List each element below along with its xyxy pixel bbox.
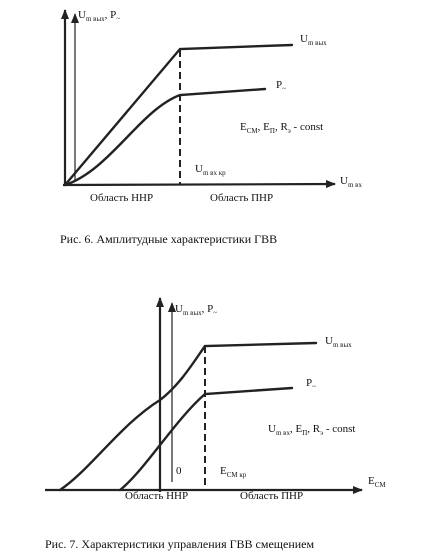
label-subscript: m вх	[348, 181, 363, 189]
threshold-label: Um вх кр	[195, 163, 226, 177]
label-text: E	[368, 475, 375, 487]
label-subscript: ~	[116, 15, 120, 23]
label-subscript: СМ	[375, 481, 387, 489]
region: Область ПНР	[210, 192, 273, 204]
label-text: U	[325, 335, 333, 347]
label-subscript: m вых	[183, 309, 202, 317]
label-text: P	[276, 79, 282, 91]
label-text: U	[78, 9, 86, 21]
label-text: - const	[323, 423, 355, 435]
label-subscript: э	[320, 429, 323, 437]
region: Область ННР	[125, 490, 188, 502]
curve-label: Um вых	[325, 335, 352, 349]
curve-u-out	[63, 43, 294, 187]
label-text: , P	[105, 9, 117, 21]
origin-label: 0	[176, 465, 182, 477]
threshold-label: EСМ кр	[220, 465, 247, 479]
label-text: E	[220, 465, 227, 477]
label-subscript: П	[302, 429, 307, 437]
label-text: E	[240, 121, 247, 133]
label-subscript: m вых	[308, 39, 327, 47]
label-text: U	[268, 423, 276, 435]
label-text: , P	[202, 303, 214, 315]
label-subscript: ~	[282, 85, 286, 93]
curve-p	[118, 386, 294, 492]
label-subscript: ~	[312, 383, 316, 391]
curve-label: Um вых	[300, 33, 327, 47]
label-text: , R	[275, 121, 289, 133]
condition: EСМ, EП, Rэ - const	[240, 121, 323, 135]
label-subscript: m вх	[276, 429, 291, 437]
curve-label: P~	[276, 79, 286, 93]
x-axis-label: EСМ	[368, 475, 386, 489]
label-text: - const	[291, 121, 323, 133]
label-text: , R	[307, 423, 321, 435]
label-subscript: П	[270, 127, 275, 135]
region: Область ННР	[90, 192, 153, 204]
label-text: U	[175, 303, 183, 315]
condition: Um вх, EП, Rэ - const	[268, 423, 356, 437]
figure-6: Um вых, P~ Um вых P~ EСМ, EП, Rэ - const…	[60, 9, 362, 246]
label-text: U	[195, 163, 203, 175]
figure-7: Um вых, P~ Um вых P~ Um вх, EП, Rэ - con…	[45, 297, 386, 551]
label-text: , E	[258, 121, 271, 133]
curve-label: P~	[306, 377, 316, 391]
caption: Рис. 7. Характеристики управления ГВВ см…	[45, 537, 315, 551]
label-text: U	[340, 175, 348, 187]
label-subscript: m вых	[86, 15, 105, 23]
y-axis-label: Um вых, P~	[175, 303, 217, 317]
region: Область ПНР	[240, 490, 303, 502]
label-subscript: m вх кр	[203, 169, 226, 177]
label-text: , E	[290, 423, 303, 435]
curve-u-out	[58, 341, 318, 492]
label-subscript: ~	[213, 309, 217, 317]
x-axis	[62, 180, 336, 189]
label-subscript: m вых	[333, 341, 352, 349]
label-subscript: э	[288, 127, 291, 135]
label-subscript: СМ	[247, 127, 259, 135]
label-text: U	[300, 33, 308, 45]
x-axis-label: Um вх	[340, 175, 362, 189]
curve-p	[63, 87, 267, 187]
caption: Рис. 6. Амплитудные характеристики ГВВ	[60, 232, 277, 246]
y-axis-label: Um вых, P~	[78, 9, 120, 23]
label-subscript: СМ кр	[227, 471, 247, 479]
label-text: P	[306, 377, 312, 389]
